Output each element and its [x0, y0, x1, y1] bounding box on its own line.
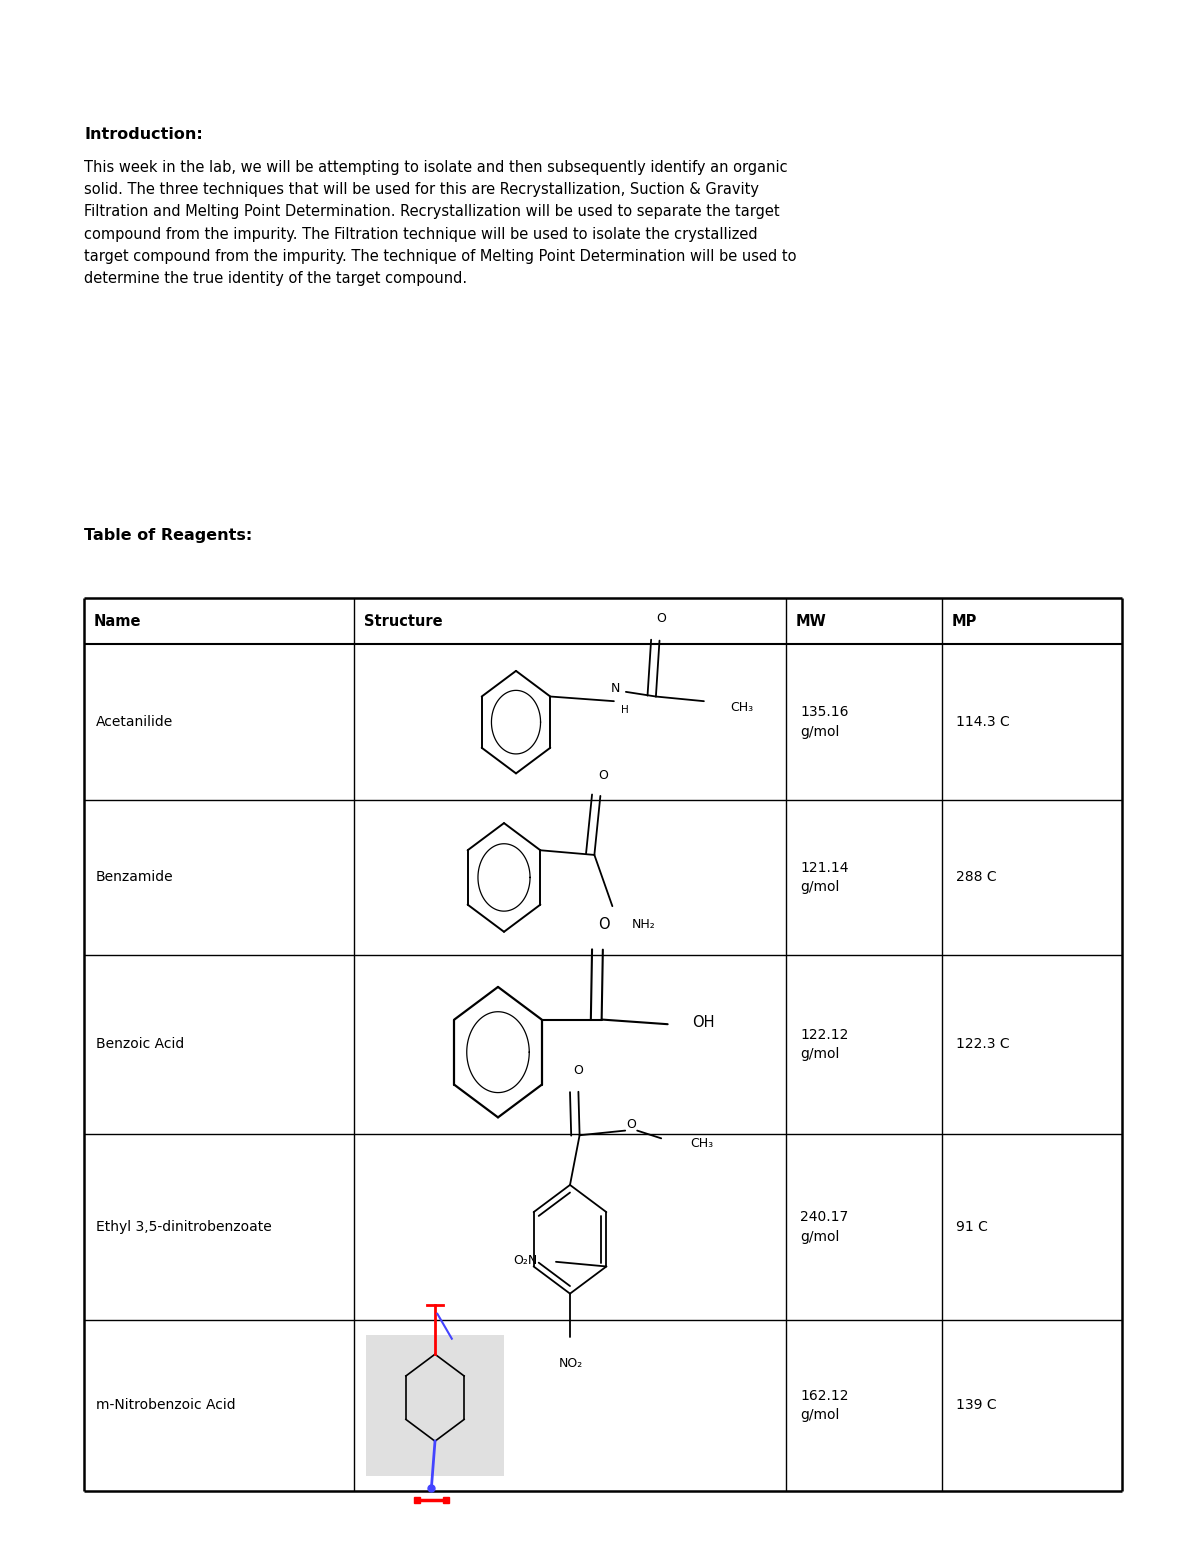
- Text: 240.17
g/mol: 240.17 g/mol: [800, 1210, 848, 1244]
- Text: N: N: [611, 682, 619, 696]
- Text: MP: MP: [952, 613, 977, 629]
- Text: O: O: [598, 769, 607, 783]
- Text: Ethyl 3,5-dinitrobenzoate: Ethyl 3,5-dinitrobenzoate: [96, 1219, 271, 1235]
- Text: 162.12
g/mol: 162.12 g/mol: [800, 1388, 848, 1423]
- Bar: [366, 1336, 504, 1475]
- Text: O: O: [655, 612, 666, 626]
- Text: Benzoic Acid: Benzoic Acid: [96, 1037, 185, 1051]
- Text: O: O: [626, 1118, 636, 1131]
- Text: Table of Reagents:: Table of Reagents:: [84, 528, 252, 544]
- Text: 121.14
g/mol: 121.14 g/mol: [800, 860, 848, 895]
- Text: Acetanilide: Acetanilide: [96, 714, 173, 730]
- Text: OH: OH: [691, 1016, 714, 1030]
- Text: O₂N: O₂N: [514, 1253, 538, 1267]
- Text: 288 C: 288 C: [956, 870, 997, 885]
- Text: CH₃: CH₃: [690, 1137, 713, 1149]
- Text: Name: Name: [94, 613, 142, 629]
- Text: Introduction:: Introduction:: [84, 127, 203, 143]
- Text: H: H: [620, 705, 629, 716]
- Text: 122.3 C: 122.3 C: [956, 1037, 1010, 1051]
- Text: Structure: Structure: [364, 613, 443, 629]
- Text: NO₂: NO₂: [559, 1357, 583, 1370]
- Text: 91 C: 91 C: [956, 1219, 989, 1235]
- Text: 122.12
g/mol: 122.12 g/mol: [800, 1028, 848, 1061]
- Text: 114.3 C: 114.3 C: [956, 714, 1010, 730]
- Text: O: O: [599, 918, 610, 932]
- Text: O: O: [574, 1064, 583, 1076]
- Text: m-Nitrobenzoic Acid: m-Nitrobenzoic Acid: [96, 1398, 235, 1413]
- Text: This week in the lab, we will be attempting to isolate and then subsequently ide: This week in the lab, we will be attempt…: [84, 160, 797, 286]
- Text: Benzamide: Benzamide: [96, 870, 174, 885]
- Text: 135.16
g/mol: 135.16 g/mol: [800, 705, 848, 739]
- Text: MW: MW: [796, 613, 827, 629]
- Text: 139 C: 139 C: [956, 1398, 997, 1413]
- Text: NH₂: NH₂: [631, 918, 655, 932]
- Text: CH₃: CH₃: [731, 700, 754, 714]
